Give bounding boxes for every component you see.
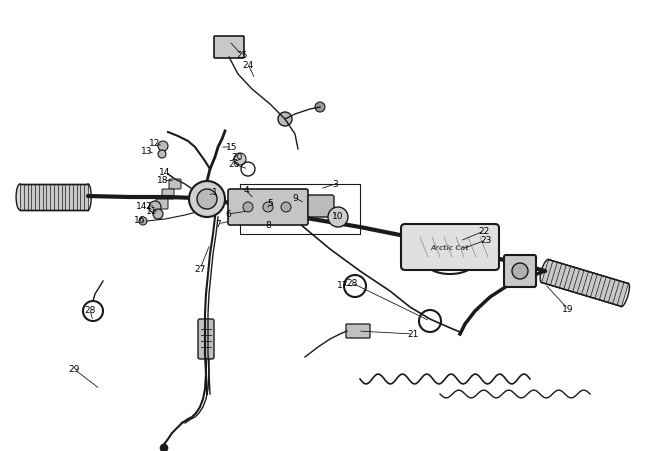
Circle shape: [149, 202, 161, 213]
Text: 19: 19: [562, 305, 574, 314]
Text: 28: 28: [346, 279, 358, 288]
Text: 5: 5: [267, 199, 273, 208]
Text: 29: 29: [68, 365, 80, 374]
Circle shape: [158, 151, 166, 159]
FancyBboxPatch shape: [162, 189, 174, 199]
Text: 26: 26: [228, 160, 240, 169]
Circle shape: [263, 202, 273, 212]
Text: 21: 21: [408, 330, 419, 339]
Text: 14: 14: [159, 168, 171, 177]
FancyBboxPatch shape: [346, 324, 370, 338]
Text: 27: 27: [194, 265, 205, 274]
FancyBboxPatch shape: [198, 319, 214, 359]
Ellipse shape: [540, 260, 550, 283]
FancyBboxPatch shape: [504, 255, 536, 287]
FancyBboxPatch shape: [214, 37, 244, 59]
Text: 23: 23: [480, 236, 491, 245]
Ellipse shape: [16, 184, 24, 211]
Text: 28: 28: [84, 306, 96, 315]
Text: 7: 7: [215, 220, 221, 229]
FancyBboxPatch shape: [401, 225, 499, 271]
Text: 1: 1: [212, 188, 218, 197]
Circle shape: [278, 113, 292, 127]
Text: 24: 24: [242, 60, 254, 69]
Text: 6: 6: [225, 210, 231, 219]
Text: 4: 4: [243, 186, 249, 195]
FancyBboxPatch shape: [169, 179, 181, 189]
Circle shape: [328, 207, 348, 227]
FancyBboxPatch shape: [228, 189, 308, 226]
Text: 18: 18: [157, 176, 169, 185]
Circle shape: [153, 210, 163, 220]
Text: 14: 14: [136, 202, 148, 211]
Text: 8: 8: [265, 221, 271, 230]
Text: 2: 2: [145, 202, 151, 211]
Text: 22: 22: [478, 227, 489, 236]
Text: 3: 3: [332, 180, 338, 189]
Ellipse shape: [621, 284, 629, 307]
Text: Arctic Cat: Arctic Cat: [431, 244, 469, 250]
FancyBboxPatch shape: [308, 196, 334, 217]
Circle shape: [158, 142, 168, 152]
Text: 11: 11: [146, 207, 158, 216]
Text: 17: 17: [337, 281, 349, 290]
Text: 9: 9: [292, 194, 298, 203]
Circle shape: [281, 202, 291, 212]
Circle shape: [315, 103, 325, 113]
Circle shape: [189, 182, 225, 217]
Circle shape: [139, 217, 147, 226]
Text: 10: 10: [332, 212, 344, 221]
Circle shape: [160, 444, 168, 451]
Text: 16: 16: [135, 216, 146, 225]
Text: 20: 20: [231, 153, 242, 162]
Circle shape: [512, 263, 528, 279]
Text: 15: 15: [226, 143, 238, 152]
Circle shape: [243, 202, 253, 212]
Circle shape: [197, 189, 217, 210]
FancyBboxPatch shape: [156, 199, 168, 210]
Text: 25: 25: [237, 51, 248, 60]
Polygon shape: [20, 184, 88, 211]
Polygon shape: [541, 260, 629, 307]
Circle shape: [234, 154, 246, 166]
Text: 13: 13: [141, 147, 153, 156]
Text: 12: 12: [150, 139, 161, 148]
Ellipse shape: [84, 184, 91, 211]
